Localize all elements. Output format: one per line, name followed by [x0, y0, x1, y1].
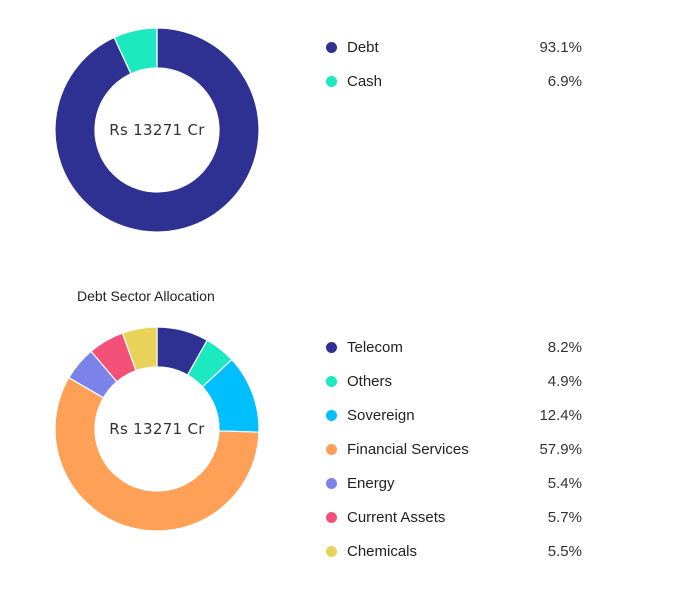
legend-item-financial-services[interactable]: Financial Services 57.9% — [326, 432, 582, 466]
legend-dot-icon — [326, 41, 337, 53]
legend-value: 8.2% — [547, 338, 582, 356]
slice-financial-services[interactable] — [55, 376, 259, 531]
legend-label: Others — [347, 372, 393, 390]
legend-dot-icon — [326, 443, 337, 455]
legend-dot-icon — [326, 545, 337, 557]
legend-dot-icon — [326, 375, 337, 387]
legend-label: Sovereign — [347, 406, 415, 424]
legend-value: 5.4% — [547, 474, 582, 492]
legend-dot-icon — [326, 477, 337, 489]
debt-sector-donut: Rs 13271 Cr — [55, 327, 259, 531]
legend-value: 5.7% — [547, 508, 582, 526]
asset-donut-svg — [55, 28, 259, 232]
slice-chemicals[interactable] — [121, 327, 158, 372]
legend-dot-icon — [326, 409, 337, 421]
legend-dot-icon — [326, 511, 337, 523]
legend-item-current-assets[interactable]: Current Assets 5.7% — [326, 500, 582, 534]
asset-total-label: Rs 13271 Cr — [109, 121, 205, 139]
asset-allocation-donut: Rs 13271 Cr — [55, 28, 259, 232]
legend-label: Current Assets — [347, 508, 446, 526]
legend-item-cash[interactable]: Cash 6.9% — [326, 64, 582, 98]
legend-value: 57.9% — [539, 440, 582, 458]
legend-label: Debt — [347, 38, 379, 56]
legend-value: 93.1% — [539, 38, 582, 56]
legend-label: Financial Services — [347, 440, 469, 458]
legend-item-others[interactable]: Others 4.9% — [326, 364, 582, 398]
sector-donut-svg — [55, 327, 259, 531]
legend-item-sovereign[interactable]: Sovereign 12.4% — [326, 398, 582, 432]
slice-cash[interactable] — [113, 28, 158, 75]
legend-value: 12.4% — [539, 406, 582, 424]
legend-value: 4.9% — [547, 372, 582, 390]
legend-label: Telecom — [347, 338, 403, 356]
legend-dot-icon — [326, 341, 337, 353]
slice-debt[interactable] — [55, 28, 259, 232]
legend-value: 5.5% — [547, 542, 582, 560]
asset-legend: Debt 93.1% Cash 6.9% — [326, 30, 582, 98]
legend-dot-icon — [326, 75, 337, 87]
legend-label: Energy — [347, 474, 395, 492]
legend-label: Cash — [347, 72, 383, 90]
legend-label: Chemicals — [347, 542, 418, 560]
debt-sector-title: Debt Sector Allocation — [77, 288, 215, 304]
legend-item-energy[interactable]: Energy 5.4% — [326, 466, 582, 500]
legend-item-chemicals[interactable]: Chemicals 5.5% — [326, 534, 582, 568]
sector-legend: Telecom 8.2% Others 4.9% Sovereign 12.4% Finan… — [326, 330, 582, 568]
legend-item-debt[interactable]: Debt 93.1% — [326, 30, 582, 64]
legend-value: 6.9% — [547, 72, 582, 90]
legend-item-telecom[interactable]: Telecom 8.2% — [326, 330, 582, 364]
sector-total-label: Rs 13271 Cr — [109, 420, 205, 438]
